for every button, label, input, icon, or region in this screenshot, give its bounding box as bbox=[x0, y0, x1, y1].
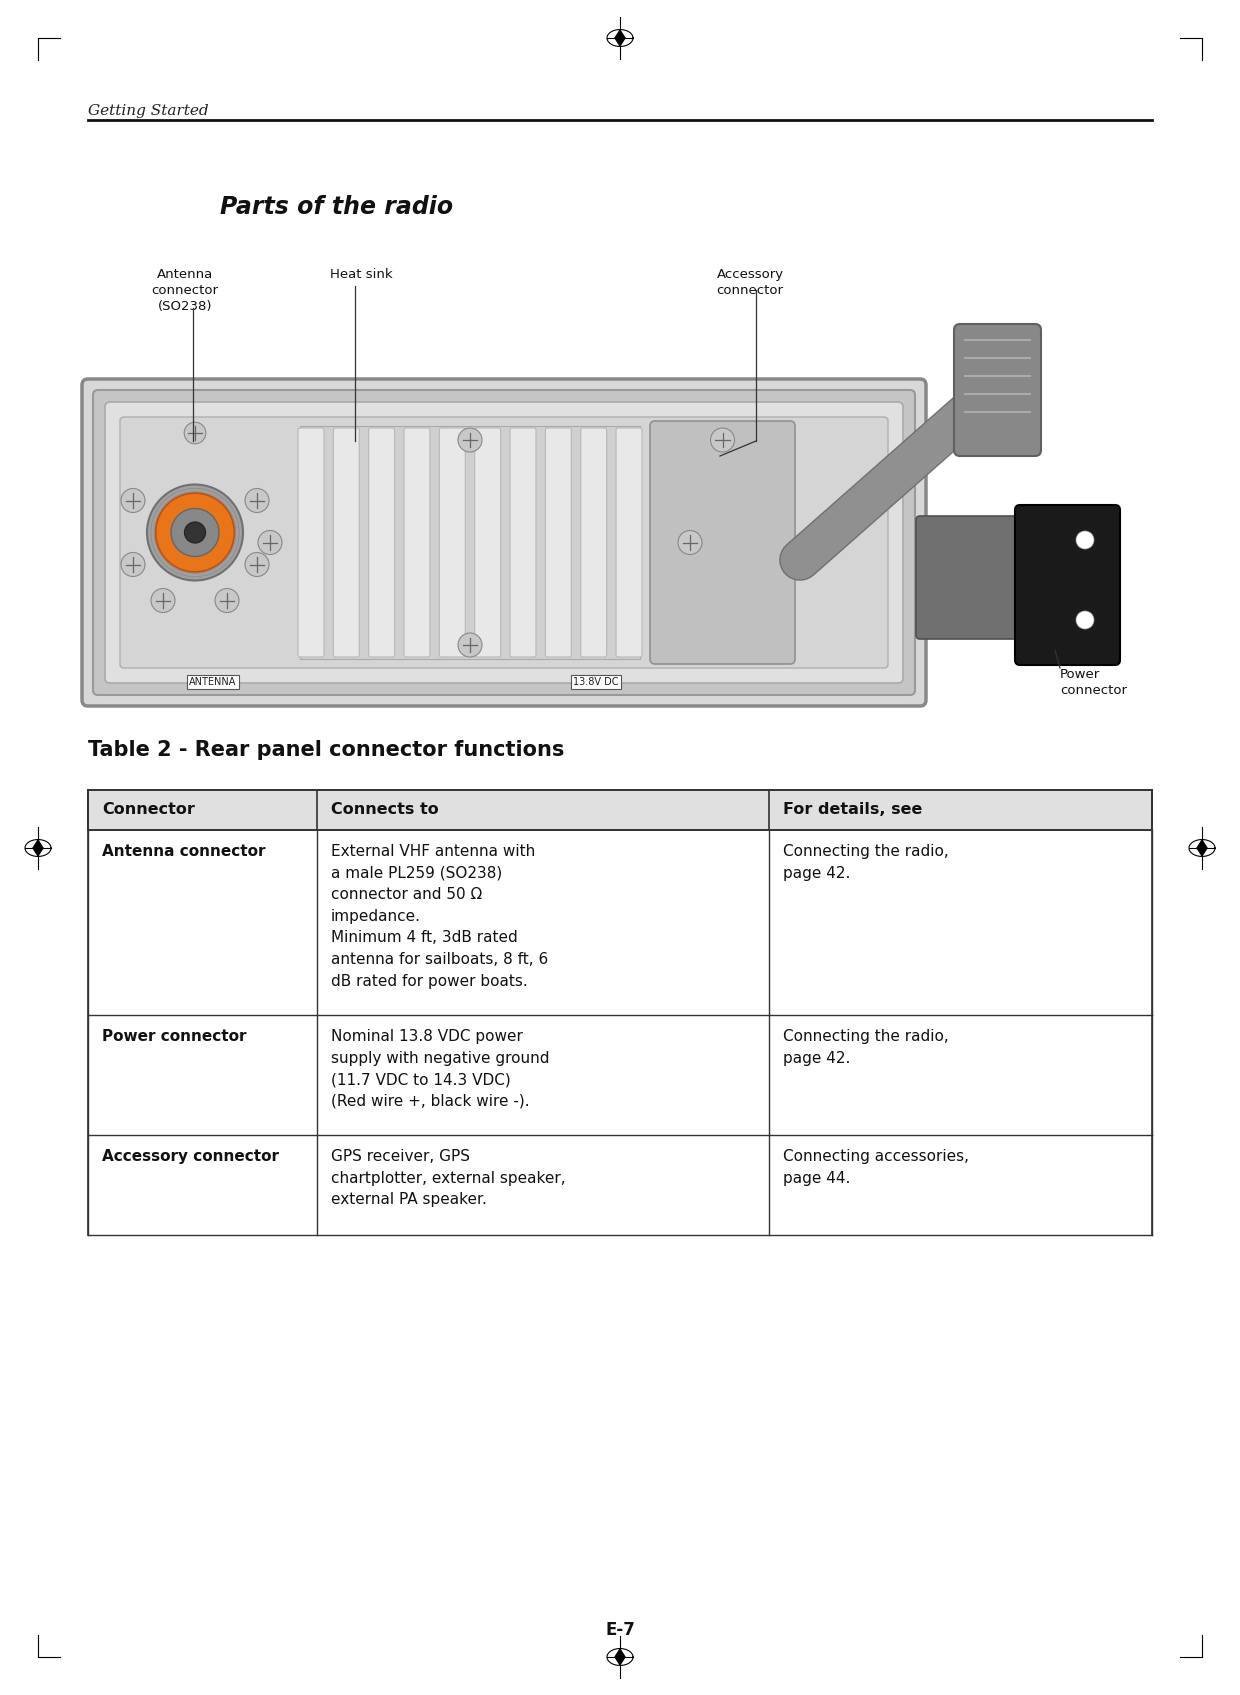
Text: Getting Started: Getting Started bbox=[88, 103, 208, 119]
Circle shape bbox=[246, 488, 269, 512]
Circle shape bbox=[156, 493, 234, 571]
Text: Connector: Connector bbox=[102, 802, 195, 817]
FancyBboxPatch shape bbox=[120, 417, 888, 668]
Text: For details, see: For details, see bbox=[782, 802, 923, 817]
FancyBboxPatch shape bbox=[105, 402, 903, 683]
Circle shape bbox=[122, 488, 145, 512]
FancyBboxPatch shape bbox=[954, 324, 1042, 456]
Text: E-7: E-7 bbox=[605, 1620, 635, 1639]
FancyBboxPatch shape bbox=[475, 429, 501, 658]
Text: Antenna connector: Antenna connector bbox=[102, 844, 265, 859]
Circle shape bbox=[215, 588, 239, 612]
FancyBboxPatch shape bbox=[298, 429, 324, 658]
Circle shape bbox=[458, 429, 482, 453]
Bar bbox=[920, 568, 1030, 598]
Text: Accessory connector: Accessory connector bbox=[102, 1149, 279, 1164]
Bar bbox=[88, 1015, 1152, 1136]
FancyBboxPatch shape bbox=[580, 429, 606, 658]
Circle shape bbox=[185, 522, 206, 542]
Text: Power
connector: Power connector bbox=[1060, 668, 1127, 697]
Text: External VHF antenna with
a male PL259 (SO238)
connector and 50 Ω
impedance.
Min: External VHF antenna with a male PL259 (… bbox=[331, 844, 548, 988]
Circle shape bbox=[148, 485, 243, 580]
FancyBboxPatch shape bbox=[510, 429, 536, 658]
Bar bbox=[88, 790, 1152, 831]
Circle shape bbox=[185, 422, 206, 444]
Circle shape bbox=[258, 531, 281, 554]
Text: Parts of the radio: Parts of the radio bbox=[219, 195, 453, 219]
Circle shape bbox=[171, 508, 219, 556]
Circle shape bbox=[1076, 610, 1094, 629]
FancyBboxPatch shape bbox=[439, 429, 465, 658]
Text: ANTENNA: ANTENNA bbox=[190, 676, 237, 686]
Circle shape bbox=[122, 553, 145, 576]
FancyBboxPatch shape bbox=[82, 380, 926, 707]
FancyBboxPatch shape bbox=[616, 429, 642, 658]
FancyBboxPatch shape bbox=[368, 429, 394, 658]
Circle shape bbox=[711, 429, 734, 453]
FancyBboxPatch shape bbox=[546, 429, 572, 658]
FancyBboxPatch shape bbox=[334, 429, 360, 658]
FancyBboxPatch shape bbox=[1016, 505, 1120, 664]
Text: Antenna
connector
(SO238): Antenna connector (SO238) bbox=[151, 268, 218, 314]
Text: Power connector: Power connector bbox=[102, 1029, 247, 1044]
Text: Accessory
connector: Accessory connector bbox=[717, 268, 784, 297]
FancyBboxPatch shape bbox=[93, 390, 915, 695]
Bar bbox=[88, 1136, 1152, 1236]
Circle shape bbox=[246, 553, 269, 576]
Polygon shape bbox=[614, 29, 626, 47]
Circle shape bbox=[678, 531, 702, 554]
Circle shape bbox=[1076, 531, 1094, 549]
FancyBboxPatch shape bbox=[404, 429, 430, 658]
Text: Connecting accessories,
page 44.: Connecting accessories, page 44. bbox=[782, 1149, 968, 1185]
Circle shape bbox=[151, 588, 175, 612]
Bar bbox=[88, 831, 1152, 1015]
FancyBboxPatch shape bbox=[650, 420, 795, 664]
Text: Connecting the radio,
page 42.: Connecting the radio, page 42. bbox=[782, 1029, 949, 1066]
Bar bbox=[300, 425, 640, 659]
Text: Table 2 - Rear panel connector functions: Table 2 - Rear panel connector functions bbox=[88, 741, 564, 759]
Text: Heat sink: Heat sink bbox=[330, 268, 393, 281]
Text: Connecting the radio,
page 42.: Connecting the radio, page 42. bbox=[782, 844, 949, 881]
Text: 13.8V DC: 13.8V DC bbox=[573, 676, 619, 686]
Polygon shape bbox=[1197, 839, 1208, 858]
Circle shape bbox=[458, 632, 482, 658]
Text: Connects to: Connects to bbox=[331, 802, 439, 817]
FancyBboxPatch shape bbox=[916, 515, 1039, 639]
Polygon shape bbox=[32, 839, 43, 858]
Polygon shape bbox=[614, 1648, 626, 1666]
Text: Nominal 13.8 VDC power
supply with negative ground
(11.7 VDC to 14.3 VDC)
(Red w: Nominal 13.8 VDC power supply with negat… bbox=[331, 1029, 549, 1109]
Text: GPS receiver, GPS
chartplotter, external speaker,
external PA speaker.: GPS receiver, GPS chartplotter, external… bbox=[331, 1149, 565, 1207]
